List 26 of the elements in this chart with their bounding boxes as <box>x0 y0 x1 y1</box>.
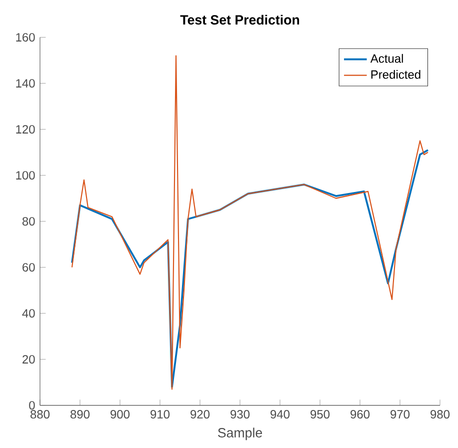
x-tick-label: 940 <box>270 410 290 419</box>
y-tick-label: 140 <box>16 79 35 88</box>
x-tick-label: 930 <box>230 410 250 419</box>
y-tick-label: 160 <box>16 33 35 42</box>
y-tick-label: 100 <box>16 171 35 180</box>
y-tick-label: 120 <box>16 125 35 134</box>
x-tick-label: 880 <box>30 410 50 419</box>
y-tick-label: 20 <box>22 355 35 364</box>
chart-title: Test Set Prediction <box>180 14 300 25</box>
legend-label: Actual <box>370 54 403 63</box>
x-tick-label: 910 <box>150 410 170 419</box>
y-tick-label: 40 <box>22 309 35 318</box>
x-tick-label: 960 <box>350 410 370 419</box>
x-tick-label: 920 <box>190 410 210 419</box>
x-tick-label: 980 <box>430 410 450 419</box>
x-axis-title: Sample <box>218 428 262 440</box>
legend-label: Predicted <box>371 70 420 79</box>
line-series <box>71 149 429 388</box>
line-series <box>71 55 429 390</box>
x-tick-label: 950 <box>310 410 330 419</box>
x-tick-label: 890 <box>70 410 90 419</box>
y-tick-label: 80 <box>22 217 35 226</box>
x-tick-label: 970 <box>390 410 410 419</box>
y-tick-label: 60 <box>22 263 35 272</box>
y-tick-label: 0 <box>29 401 35 410</box>
x-tick-label: 900 <box>110 410 130 419</box>
